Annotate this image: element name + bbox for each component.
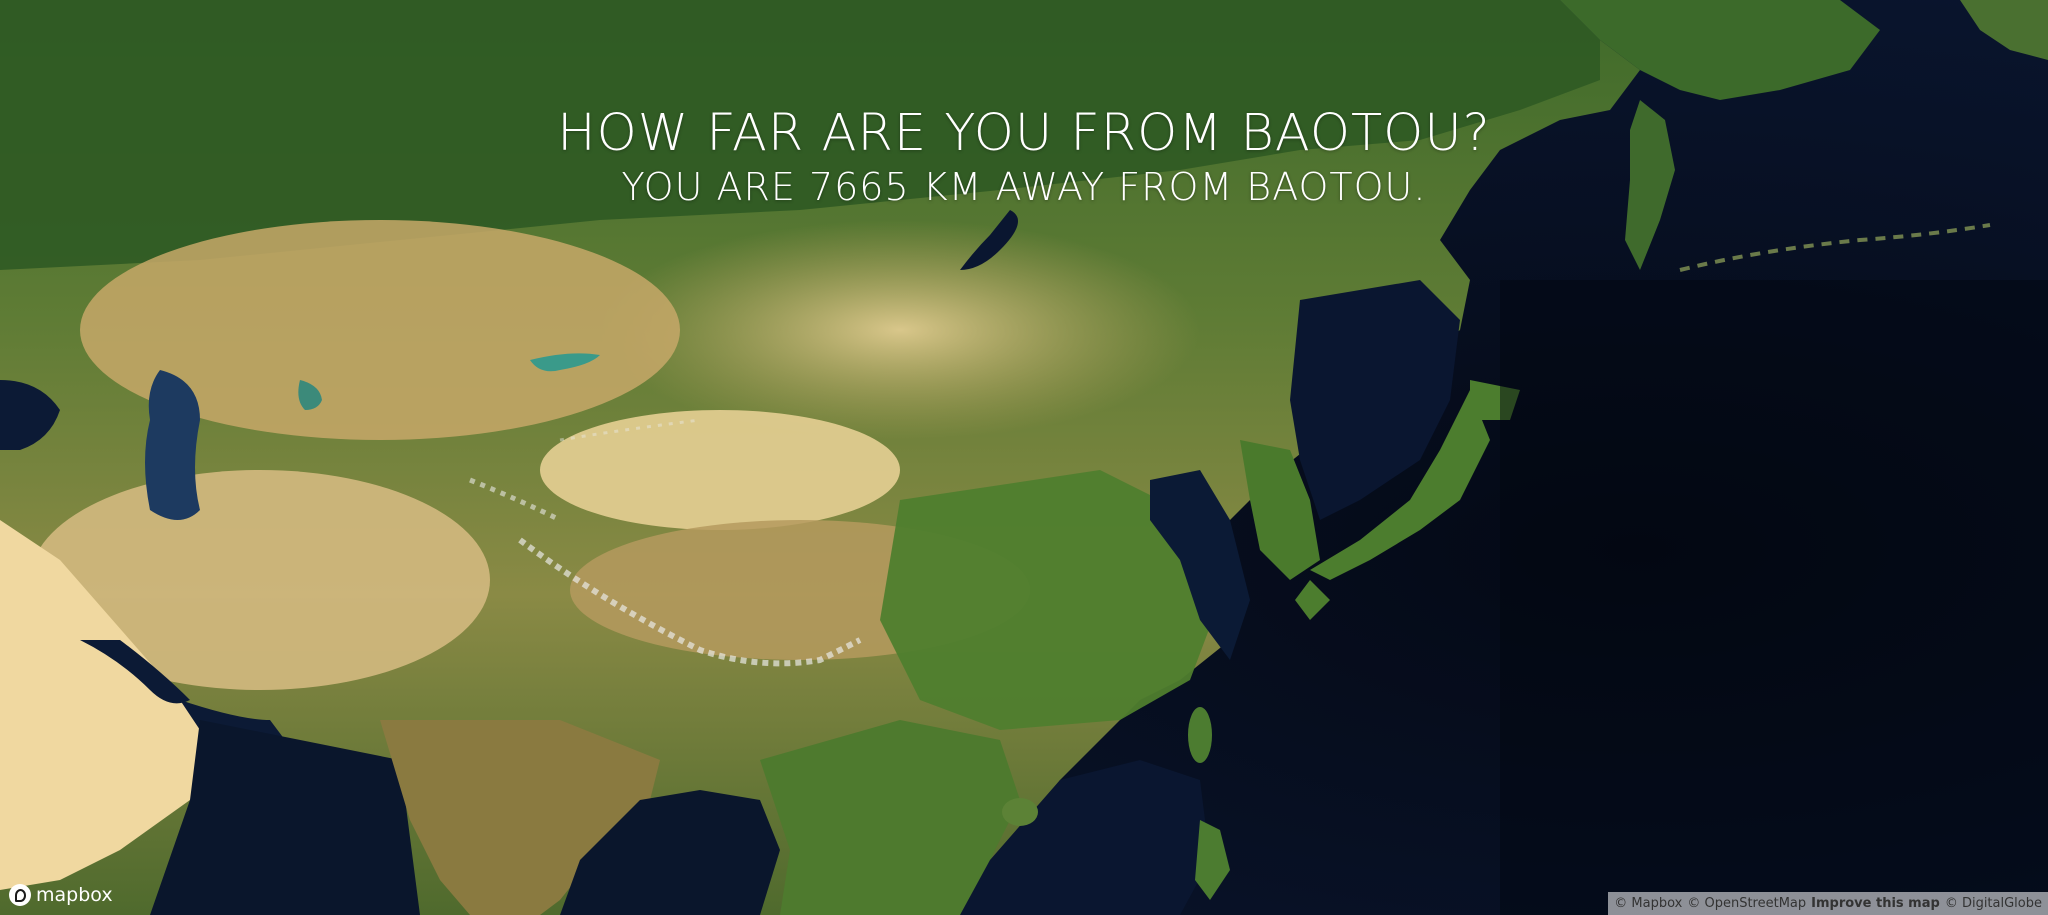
hainan <box>1002 798 1038 826</box>
sakhalin <box>1625 100 1675 270</box>
yellow-sea <box>1150 470 1250 660</box>
lake-balkhash <box>530 353 600 372</box>
taklamakan-desert <box>540 410 900 530</box>
himalaya-snow <box>518 537 862 667</box>
persian-gulf <box>80 640 190 704</box>
aral-sea <box>298 380 322 410</box>
tianshan-snow <box>559 418 701 442</box>
sea-of-japan <box>1290 280 1460 520</box>
mapbox-logo[interactable]: mapbox <box>9 883 113 907</box>
mapbox-logo-icon <box>9 884 31 906</box>
gobi-desert <box>600 220 1200 440</box>
india <box>380 720 660 915</box>
caspian-sea <box>145 370 200 520</box>
land-far-east <box>1560 0 1880 100</box>
bay-of-bengal <box>560 790 780 915</box>
siberia-forest <box>0 0 1600 270</box>
page-title: HOW FAR ARE YOU FROM BAOTOU? <box>557 104 1491 163</box>
korea <box>1240 440 1320 580</box>
map-attribution: © Mapbox © OpenStreetMap Improve this ma… <box>1608 892 2048 915</box>
arabia <box>0 520 220 890</box>
east-china <box>880 470 1220 730</box>
distance-result: YOU ARE 7665 KM AWAY FROM BAOTOU. <box>621 165 1427 209</box>
black-sea <box>0 380 60 450</box>
land-kamchatka-tip <box>1960 0 2048 60</box>
taiwan <box>1188 707 1212 763</box>
improve-map-link[interactable]: Improve this map <box>1811 896 1940 911</box>
japan-kyushu <box>1295 580 1330 620</box>
attribution-digitalglobe-link[interactable]: © DigitalGlobe <box>1944 896 2042 911</box>
lake-baikal <box>960 210 1018 270</box>
south-china-sea <box>960 760 1210 915</box>
kazakh-steppe <box>80 220 680 440</box>
iran-plateau <box>30 470 490 690</box>
mapbox-logo-label: mapbox <box>36 884 113 906</box>
attribution-mapbox-link[interactable]: © Mapbox <box>1614 896 1683 911</box>
arabian-sea <box>150 720 420 915</box>
attribution-osm-link[interactable]: © OpenStreetMap <box>1687 896 1807 911</box>
philippines <box>1195 820 1230 900</box>
pacific-shade <box>1500 280 2048 915</box>
karakoram-snow <box>469 477 562 523</box>
indochina <box>760 720 1020 915</box>
japan-hokkaido <box>1470 380 1520 420</box>
kurils <box>1679 223 1991 272</box>
